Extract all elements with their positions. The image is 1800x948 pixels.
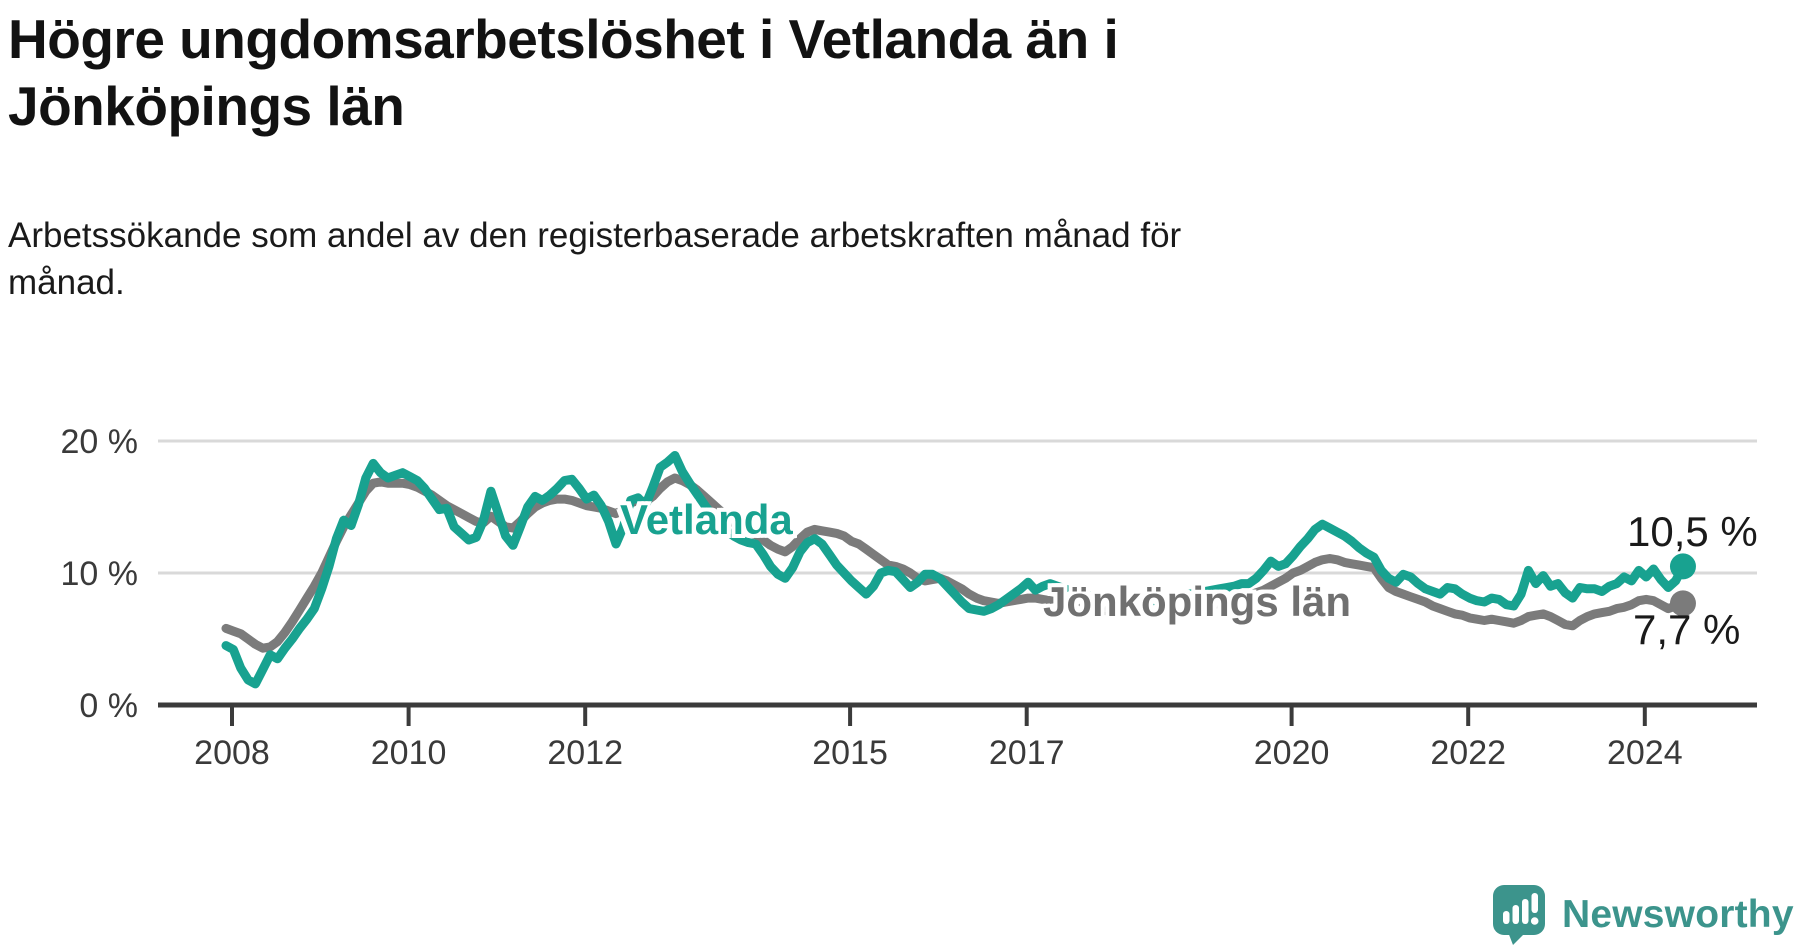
end-dot-jonkopings-lan	[1669, 590, 1696, 617]
title-line-1: Högre ungdomsarbetslöshet i Vetlanda än …	[8, 8, 1119, 70]
x-label-2017: 2017	[989, 734, 1065, 772]
end-value-label-jonkopings-lan: 7,7 %	[1633, 606, 1741, 653]
x-label-2010: 2010	[371, 734, 447, 772]
series-label-vetlanda: Vetlanda	[620, 496, 793, 543]
gridlines	[158, 439, 1757, 575]
y-label-0: 0 %	[79, 687, 138, 725]
subtitle-line-2: månad.	[8, 263, 125, 303]
series-label-jonkopings-lan: Jönköpings län	[1043, 578, 1352, 625]
subtitle-line-1: Arbetssökande som andel av den registerb…	[8, 216, 1182, 255]
x-label-2022: 2022	[1430, 734, 1506, 772]
data-series-lines	[221, 451, 1696, 689]
chart-subtitle: Arbetssökande som andel av den registerb…	[8, 212, 1488, 307]
newsworthy-logo-icon	[1493, 885, 1545, 945]
x-axis-ticks	[230, 707, 1647, 726]
x-label-2024: 2024	[1607, 734, 1683, 772]
y-label-20: 20 %	[61, 423, 139, 461]
line-jonkopings-lan	[221, 473, 1688, 653]
newsworthy-wordmark: Newsworthy	[1562, 893, 1794, 936]
line-vetlanda	[221, 451, 1688, 689]
end-dot-vetlanda	[1669, 553, 1696, 580]
title-line-2: Jönköpings län	[8, 75, 405, 138]
y-label-10: 10 %	[61, 555, 139, 593]
newsworthy-branding: Newsworthy	[1492, 884, 1794, 946]
end-value-label-vetlanda: 10,5 %	[1627, 508, 1758, 555]
x-label-2008: 2008	[194, 734, 270, 772]
y-axis-labels: 20 % 10 % 0 %	[61, 423, 139, 725]
x-label-2015: 2015	[812, 734, 888, 772]
page-title: Högre ungdomsarbetslöshet i Vetlanda än …	[8, 6, 1568, 140]
x-label-2012: 2012	[547, 734, 623, 772]
x-axis-labels: 2008 2010 2012 2015 2017 2020 2022 2024	[194, 734, 1682, 772]
x-label-2020: 2020	[1254, 734, 1330, 772]
